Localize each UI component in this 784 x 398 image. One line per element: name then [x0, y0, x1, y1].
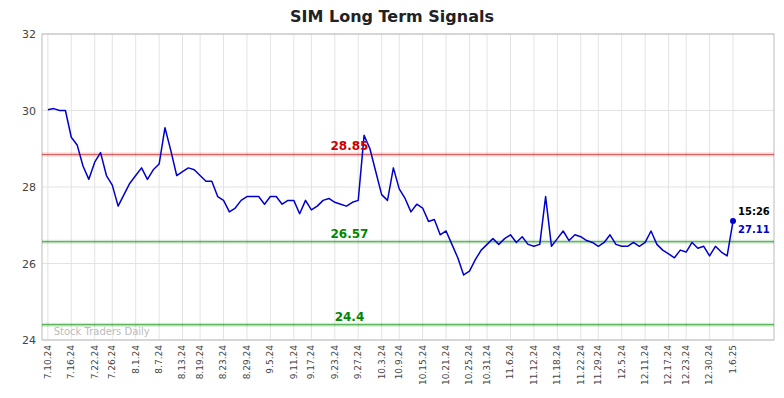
watermark: Stock Traders Daily — [54, 326, 150, 337]
grid-line — [334, 34, 335, 340]
level-line-halo — [42, 240, 774, 244]
y-tick-label: 26 — [22, 258, 36, 271]
grid-line — [135, 34, 136, 340]
grid-line — [94, 34, 95, 340]
x-tick-label: 7.10.24 — [43, 345, 53, 380]
plot-area — [42, 109, 774, 325]
x-tick-label: 11.6.24 — [505, 345, 515, 380]
grid-line — [381, 34, 382, 340]
grid-line — [598, 34, 599, 340]
grid-line — [182, 34, 183, 340]
grid-line — [580, 34, 581, 340]
grid-line — [223, 34, 224, 340]
x-tick-label: 11.22.24 — [576, 345, 586, 385]
x-tick-label: 9.23.24 — [330, 345, 340, 380]
y-tick-label: 24 — [22, 334, 36, 347]
x-tick-label: 8.29.24 — [242, 345, 252, 380]
title: SIM Long Term Signals — [290, 7, 494, 26]
grid-line — [200, 34, 201, 340]
x-tick-label: 7.16.24 — [66, 345, 76, 380]
x-tick-label: 9.27.24 — [353, 345, 363, 380]
level-label: 28.85 — [330, 139, 368, 153]
grid-line — [668, 34, 669, 340]
x-tick-label: 11.18.24 — [552, 345, 562, 385]
x-tick-label: 10.31.24 — [482, 345, 492, 385]
x-tick-label: 7.22.24 — [90, 345, 100, 380]
y-tick-label: 30 — [22, 105, 36, 118]
x-tick-label: 8.19.24 — [195, 345, 205, 380]
plot-frame — [42, 34, 774, 340]
grid-line — [510, 34, 511, 340]
level-line-halo — [42, 323, 774, 327]
grid-line — [733, 34, 734, 340]
x-tick-label: 1.6.25 — [728, 345, 738, 374]
y-tick-label: 32 — [22, 28, 36, 41]
grid-line — [47, 34, 48, 340]
level-line — [42, 154, 774, 155]
grid-line — [42, 110, 774, 111]
x-tick-label: 9.17.24 — [306, 345, 316, 380]
level-line-halo — [42, 152, 774, 156]
x-tick-label: 12.30.24 — [704, 345, 714, 385]
grid-line — [487, 34, 488, 340]
grid-line — [557, 34, 558, 340]
level-label: 26.57 — [330, 227, 368, 241]
grid-line — [42, 263, 774, 264]
x-tick-label: 9.11.24 — [289, 345, 299, 380]
grid-line — [709, 34, 710, 340]
last-point — [730, 218, 736, 224]
x-tick-label: 12.5.24 — [617, 345, 627, 380]
x-tick-label: 8.23.24 — [218, 345, 228, 380]
grid-line — [270, 34, 271, 340]
x-tick-label: 10.15.24 — [418, 345, 428, 385]
x-tick-label: 8.1.24 — [131, 345, 141, 374]
x-tick-label: 8.13.24 — [177, 345, 187, 380]
x-tick-label: 8.7.24 — [154, 345, 164, 374]
level-line — [42, 241, 774, 242]
x-tick-label: 9.5.24 — [265, 345, 275, 374]
x-tick-label: 10.21.24 — [441, 345, 451, 385]
x-tick-label: 12.11.24 — [640, 345, 650, 385]
grid-line — [293, 34, 294, 340]
chart: SIM Long Term Signals 24 26 28 30 32 7.10.24 7.… — [0, 0, 784, 398]
x-tick-label: 7.26.24 — [107, 345, 117, 380]
level-line — [42, 324, 774, 325]
grid-line — [246, 34, 247, 340]
x-tick-label: 12.23.24 — [681, 345, 691, 385]
level-label: 24.4 — [335, 310, 365, 324]
grid — [42, 34, 774, 340]
x-tick-label: 10.25.24 — [464, 345, 474, 385]
grid-line — [159, 34, 160, 340]
grid-line — [469, 34, 470, 340]
x-tick-label: 10.9.24 — [394, 345, 404, 380]
grid-line — [422, 34, 423, 340]
grid-line — [42, 187, 774, 188]
grid-line — [686, 34, 687, 340]
grid-line — [621, 34, 622, 340]
grid-line — [358, 34, 359, 340]
x-tick-label: 12.17.24 — [663, 345, 673, 385]
annotation: 15:26 — [738, 206, 770, 217]
x-tick-label: 10.3.24 — [377, 345, 387, 380]
grid-line — [71, 34, 72, 340]
grid-line — [533, 34, 534, 340]
grid-line — [311, 34, 312, 340]
data-label: 27.11 — [738, 224, 770, 235]
price-line — [48, 109, 733, 275]
y-tick-label: 28 — [22, 181, 36, 194]
x-tick-label: 11.12.24 — [529, 345, 539, 385]
grid-line — [446, 34, 447, 340]
x-tick-label: 11.29.24 — [593, 345, 603, 385]
grid-line — [645, 34, 646, 340]
